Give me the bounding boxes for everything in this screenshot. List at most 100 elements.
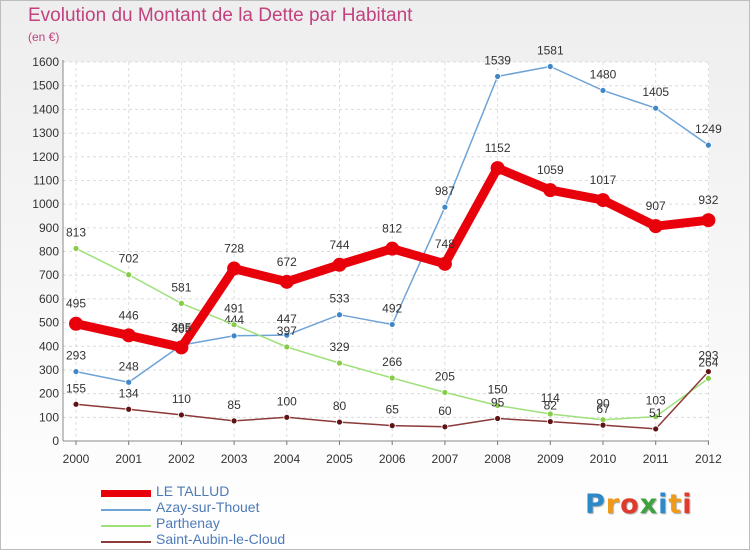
data-point-le-tallud: [490, 161, 505, 176]
data-point-azay-sur-thouet: [125, 378, 133, 386]
y-tick-label: 400: [39, 339, 59, 353]
data-label-saint-aubin-le-cloud: 60: [438, 404, 452, 418]
legend: LE TALLUD Azay-sur-Thouet Parthenay Sain…: [101, 483, 421, 549]
data-point-le-tallud: [701, 213, 716, 228]
data-point-saint-aubin-le-cloud: [230, 417, 238, 425]
data-point-azay-sur-thouet: [546, 63, 554, 70]
data-label-azay-sur-thouet: 1405: [642, 85, 669, 99]
data-point-le-tallud: [648, 219, 663, 234]
data-label-saint-aubin-le-cloud: 293: [698, 349, 718, 363]
data-point-le-tallud: [437, 256, 452, 271]
data-label-parthenay: 581: [171, 280, 191, 294]
data-point-saint-aubin-le-cloud: [599, 421, 607, 429]
data-point-parthenay: [230, 321, 238, 329]
data-label-azay-sur-thouet: 1581: [537, 44, 564, 58]
data-point-saint-aubin-le-cloud: [441, 423, 449, 431]
data-label-saint-aubin-le-cloud: 155: [66, 381, 86, 395]
data-label-le-tallud: 672: [277, 255, 297, 269]
x-tick-label: 2001: [115, 452, 142, 466]
legend-item-parthenay: Parthenay: [101, 515, 421, 533]
y-tick-label: 1100: [33, 173, 59, 187]
data-label-parthenay: 266: [382, 355, 402, 369]
data-point-parthenay: [388, 374, 396, 382]
data-label-saint-aubin-le-cloud: 80: [333, 399, 347, 413]
x-tick-label: 2006: [379, 452, 406, 466]
data-point-parthenay: [177, 299, 185, 307]
data-label-azay-sur-thouet: 1249: [695, 122, 722, 136]
data-label-saint-aubin-le-cloud: 51: [649, 406, 663, 420]
data-label-le-tallud: 446: [119, 308, 139, 322]
data-point-parthenay: [705, 375, 712, 382]
chart-subtitle: (en €): [28, 30, 60, 44]
data-point-azay-sur-thouet: [441, 203, 449, 211]
data-label-azay-sur-thouet: 1480: [590, 67, 617, 81]
data-point-le-tallud: [227, 261, 242, 276]
y-tick-label: 200: [39, 387, 59, 401]
data-label-saint-aubin-le-cloud: 110: [172, 392, 191, 406]
data-point-saint-aubin-le-cloud: [494, 415, 502, 422]
data-label-parthenay: 90: [596, 397, 610, 411]
data-label-le-tallud: 395: [171, 320, 191, 334]
data-label-parthenay: 329: [329, 340, 349, 354]
data-point-le-tallud: [69, 316, 83, 331]
data-label-parthenay: 702: [119, 252, 139, 266]
data-point-le-tallud: [121, 328, 136, 343]
data-label-le-tallud: 495: [66, 297, 86, 311]
data-label-parthenay: 397: [277, 324, 297, 338]
data-label-parthenay: 491: [224, 302, 244, 316]
y-tick-label: 300: [39, 363, 59, 377]
data-label-parthenay: 205: [435, 369, 455, 383]
legend-label: Parthenay: [156, 515, 220, 531]
data-point-saint-aubin-le-cloud: [177, 411, 185, 419]
legend-label: Azay-sur-Thouet: [156, 499, 260, 515]
data-point-parthenay: [546, 410, 554, 418]
data-label-azay-sur-thouet: 293: [66, 349, 86, 363]
x-tick-label: 2000: [63, 452, 90, 466]
data-point-azay-sur-thouet: [599, 87, 607, 94]
y-tick-label: 500: [39, 316, 59, 330]
data-label-azay-sur-thouet: 492: [382, 301, 402, 315]
data-point-saint-aubin-le-cloud: [546, 418, 554, 425]
data-point-saint-aubin-le-cloud: [283, 413, 291, 421]
data-label-saint-aubin-le-cloud: 95: [491, 395, 505, 409]
data-label-parthenay: 103: [646, 394, 666, 408]
data-label-parthenay: 150: [488, 382, 508, 396]
y-tick-label: 800: [39, 245, 59, 259]
data-label-azay-sur-thouet: 533: [329, 292, 349, 306]
data-label-le-tallud: 1152: [485, 141, 511, 155]
data-point-parthenay: [125, 271, 133, 279]
x-tick-label: 2003: [221, 452, 248, 466]
legend-swatch: [101, 525, 151, 527]
y-tick-label: 1600: [32, 55, 59, 69]
x-tick-label: 2008: [484, 452, 511, 466]
y-tick-label: 600: [39, 292, 59, 306]
data-label-le-tallud: 744: [329, 238, 349, 252]
data-point-azay-sur-thouet: [230, 332, 238, 340]
x-tick-label: 2012: [695, 452, 722, 466]
data-point-azay-sur-thouet: [388, 321, 396, 328]
data-point-parthenay: [494, 402, 502, 409]
y-tick-label: 1500: [32, 79, 59, 93]
data-label-saint-aubin-le-cloud: 65: [386, 403, 400, 417]
data-point-azay-sur-thouet: [72, 368, 80, 375]
x-tick-label: 2004: [273, 452, 300, 466]
legend-item-le-tallud: LE TALLUD: [101, 483, 421, 501]
legend-swatch: [101, 509, 151, 511]
y-tick-label: 0: [52, 434, 59, 448]
data-label-saint-aubin-le-cloud: 85: [227, 398, 241, 412]
data-label-saint-aubin-le-cloud: 82: [544, 399, 558, 413]
legend-label: LE TALLUD: [156, 483, 230, 499]
x-tick-label: 2007: [432, 452, 459, 466]
data-label-parthenay: 264: [698, 355, 718, 369]
y-tick-label: 1400: [32, 102, 59, 116]
data-point-saint-aubin-le-cloud: [652, 425, 660, 433]
data-point-parthenay: [652, 413, 660, 421]
data-label-le-tallud: 932: [698, 193, 718, 207]
x-tick-label: 2002: [168, 452, 195, 466]
data-point-saint-aubin-le-cloud: [125, 405, 133, 413]
data-point-parthenay: [72, 245, 80, 252]
y-tick-label: 1300: [32, 126, 59, 140]
legend-item-azay-sur-thouet: Azay-sur-Thouet: [101, 499, 421, 517]
y-tick-label: 100: [39, 410, 59, 424]
